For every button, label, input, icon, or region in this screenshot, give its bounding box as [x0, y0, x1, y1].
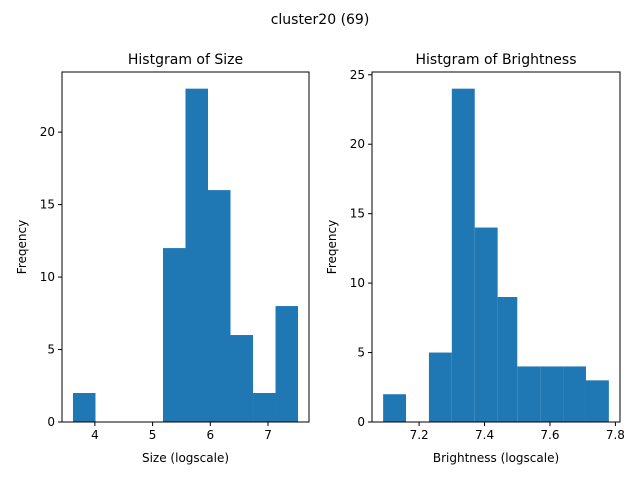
chart-brightness-histogram: 7.2 7.4 7.6 7.8 0 5 10 15 20 25 Histgram of Bright…	[325, 52, 625, 465]
histogram-bar	[451, 88, 475, 423]
y-tick-label: 25	[350, 68, 365, 82]
x-tick-label: 6	[206, 428, 214, 442]
x-tick-label: 7.8	[606, 428, 625, 442]
x-tick-label: 7.6	[540, 428, 559, 442]
histogram-bar	[428, 352, 452, 422]
axes-frame	[371, 71, 621, 423]
x-tick-label: 4	[91, 428, 99, 442]
x-tick-label: 7	[264, 428, 272, 442]
histogram-bar	[563, 366, 586, 422]
y-tick-label: 20	[40, 125, 55, 139]
figure-suptitle: cluster20 (69)	[271, 12, 370, 28]
histogram-bar	[474, 227, 498, 422]
x-axis-label: Brightness (logscale)	[433, 451, 559, 465]
histogram-bar	[72, 393, 96, 422]
y-tick-label: 15	[40, 198, 55, 212]
x-tick-label: 7.4	[475, 428, 494, 442]
y-tick-label: 20	[350, 137, 365, 151]
y-tick-label: 0	[357, 415, 365, 429]
y-tick-label: 10	[40, 270, 55, 284]
histogram-bar	[208, 190, 231, 422]
y-tick-label: 0	[47, 415, 55, 429]
x-tick-label: 5	[149, 428, 157, 442]
y-axis-label: Freqency	[325, 220, 339, 274]
chart-title: Histgram of Size	[128, 52, 243, 68]
y-tick-label: 5	[357, 346, 365, 360]
histogram-bar	[230, 335, 254, 422]
histogram-bar	[383, 394, 407, 422]
y-tick-label: 15	[350, 207, 365, 221]
chart-size-histogram: 4 5 6 7 0 5 10 15 20 Histgram of Size Size (logsca…	[15, 52, 310, 465]
histogram-bar	[275, 306, 299, 422]
histogram-bar	[253, 393, 276, 422]
y-tick-label: 10	[350, 276, 365, 290]
axes-frame	[61, 71, 310, 423]
y-tick-label: 5	[47, 343, 55, 357]
histogram-bar	[517, 366, 541, 422]
x-tick-label: 7.2	[410, 428, 429, 442]
histogram-bar	[497, 297, 518, 422]
histogram-bar	[185, 88, 209, 423]
x-axis-label: Size (logscale)	[142, 451, 229, 465]
histogram-bar	[585, 380, 609, 422]
histogram-bar	[162, 248, 186, 422]
chart-title: Histgram of Brightness	[415, 52, 576, 68]
histogram-bar	[540, 366, 564, 422]
y-axis-label: Freqency	[15, 220, 29, 274]
